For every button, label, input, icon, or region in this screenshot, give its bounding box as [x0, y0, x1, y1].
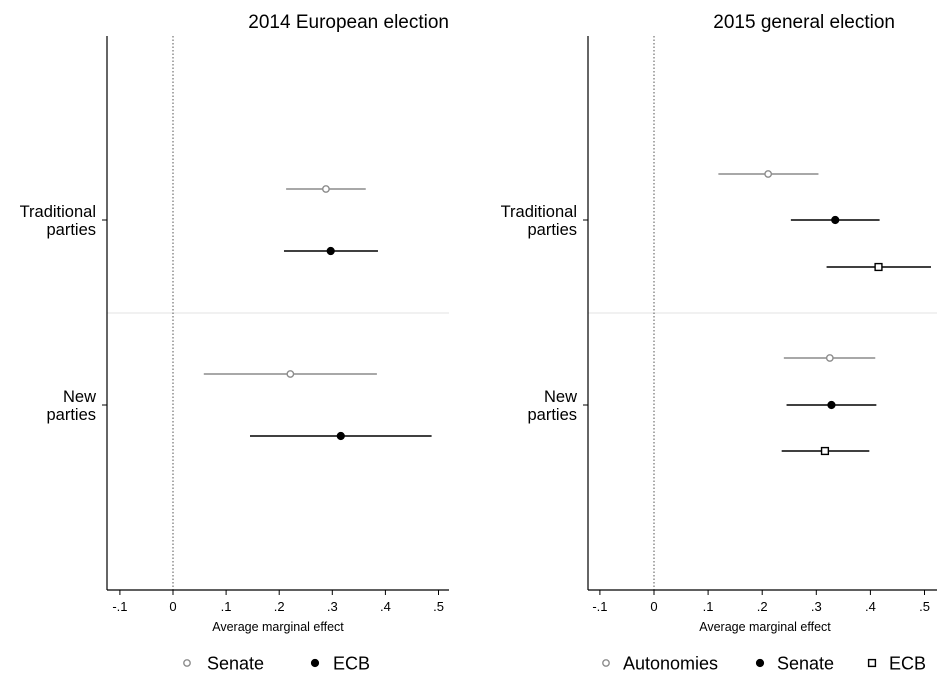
data-point-autonomies — [783, 354, 876, 362]
category-label: Traditional — [501, 203, 577, 221]
legend-label: Senate — [207, 654, 264, 674]
point-marker — [831, 215, 840, 225]
category-label: parties — [527, 406, 577, 424]
x-tick-label: 0 — [650, 599, 657, 614]
legend-label: Autonomies — [623, 654, 718, 674]
data-point-ecb — [283, 246, 378, 256]
data-point-senate — [790, 215, 880, 225]
point-marker — [764, 170, 773, 178]
point-marker — [827, 400, 836, 410]
x-tick-label: 0 — [169, 599, 176, 614]
legend-item: ECB — [310, 654, 370, 674]
x-tick-label: .1 — [221, 599, 232, 614]
legend-label: ECB — [889, 654, 926, 674]
x-tick-label: .2 — [274, 599, 285, 614]
point-marker — [183, 659, 191, 667]
data-point-ecb — [826, 262, 931, 272]
x-tick-label: .4 — [380, 599, 391, 614]
legend-item: Autonomies — [602, 654, 718, 674]
point-marker — [874, 262, 883, 272]
data-point-senate — [203, 370, 377, 378]
x-axis-label: Average marginal effect — [212, 620, 344, 634]
point-marker — [755, 658, 765, 668]
x-tick-label: .3 — [811, 599, 822, 614]
panel-title: 2014 European election — [248, 12, 449, 33]
legend-european-2014: Senate ECB — [183, 654, 370, 674]
x-axis-label: Average marginal effect — [699, 620, 831, 634]
legend-item: Senate — [755, 654, 834, 674]
data-point-ecb — [249, 431, 432, 441]
panel-european-2014: 2014 European election -.1 0 .1 .2 .3 .4 .5 Tra… — [20, 12, 449, 634]
category-label: parties — [527, 221, 577, 239]
category-label: New — [544, 388, 577, 406]
x-tick-label: -.1 — [112, 599, 127, 614]
legend-label: Senate — [777, 654, 834, 674]
x-tick-label: .3 — [327, 599, 338, 614]
point-marker — [820, 446, 830, 456]
legend-label: ECB — [333, 654, 370, 674]
data-point-senate — [786, 400, 877, 410]
category-label: New — [63, 388, 96, 406]
x-tick-label: .5 — [433, 599, 444, 614]
x-tick-label: .2 — [757, 599, 768, 614]
plot-area: -.1 0.1.2.3.4.5TraditionalpartiesNewparti… — [20, 36, 449, 614]
point-marker — [602, 659, 610, 667]
x-tick-label: .1 — [703, 599, 714, 614]
point-marker — [825, 354, 834, 362]
data-point-senate — [286, 185, 366, 193]
legend-item: Senate — [183, 654, 264, 674]
point-marker — [336, 431, 345, 441]
point-marker — [310, 658, 320, 668]
x-tick-label: .4 — [865, 599, 876, 614]
panel-title: 2015 general election — [713, 12, 895, 33]
point-marker — [326, 246, 335, 256]
panel-general-2015: 2015 general election -.1 0 .1 .2 .3 .4 .5 Trad… — [501, 12, 937, 634]
point-marker — [286, 370, 295, 378]
data-point-ecb — [781, 446, 870, 456]
plot-area: -.1 0.1.2.3.4.5TraditionalpartiesNewparti… — [501, 36, 937, 614]
category-label: Traditional — [20, 203, 96, 221]
data-point-autonomies — [718, 170, 819, 178]
point-marker — [322, 185, 330, 193]
category-label: parties — [46, 406, 96, 424]
legend-general-2015: Autonomies Senate ECB — [602, 654, 926, 674]
x-tick-label: -.1 — [592, 599, 607, 614]
point-marker — [867, 658, 877, 668]
legend-item: ECB — [867, 654, 926, 674]
x-tick-label: .5 — [919, 599, 930, 614]
category-label: parties — [46, 221, 96, 239]
